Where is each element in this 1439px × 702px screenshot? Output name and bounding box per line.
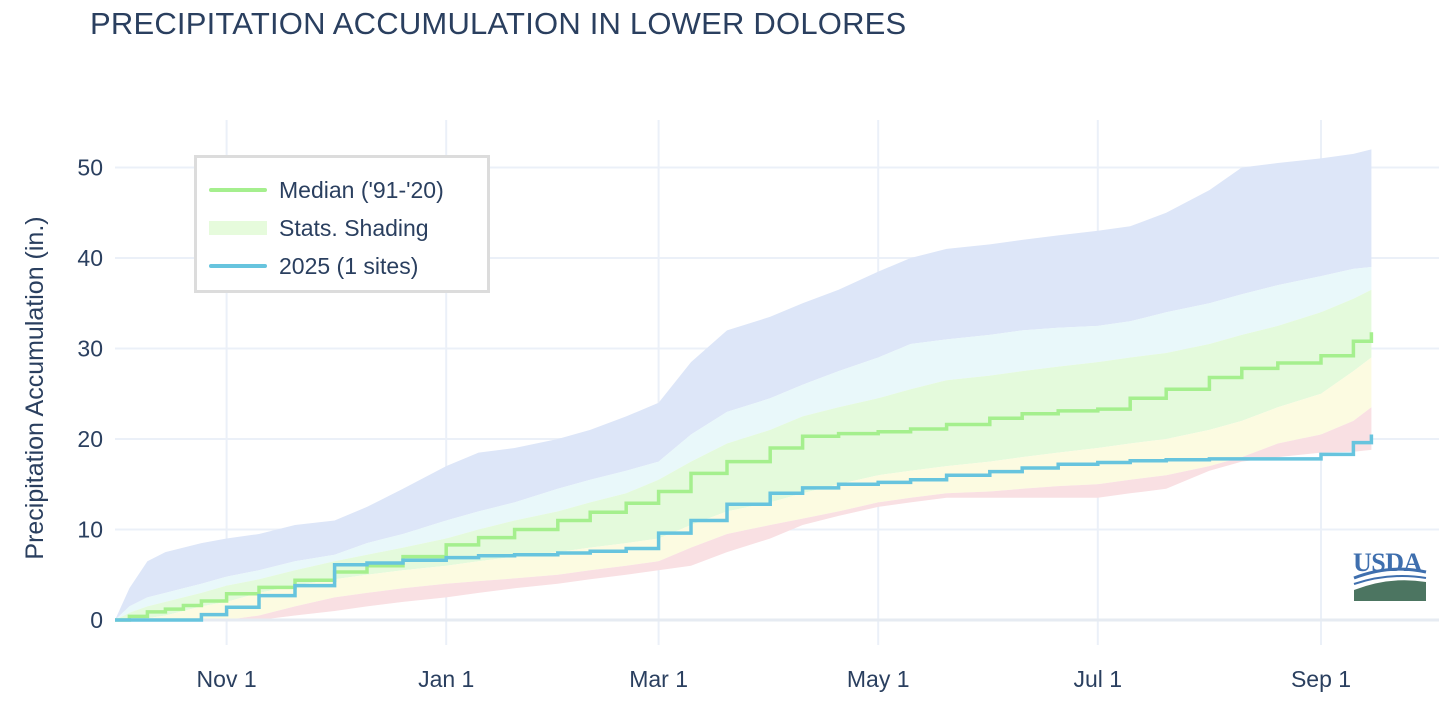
x-tick-label: Jul 1: [1074, 666, 1123, 692]
series-2025-line: [115, 434, 1374, 622]
legend-item-stats-shading[interactable]: Stats. Shading: [209, 213, 429, 243]
x-tick-labels: Nov 1 Jan 1 Mar 1 May 1 Jul 1 Sep 1: [197, 666, 1352, 692]
y-axis-title: Precipitation Accumulation (in.): [21, 216, 49, 559]
legend-swatch-2025: [209, 264, 267, 268]
x-tick-label: Nov 1: [197, 666, 257, 692]
y-tick-labels: 0 10 20 30 40 50: [77, 155, 103, 634]
x-tick-label: May 1: [847, 666, 910, 692]
legend-label-median: Median ('91-'20): [279, 176, 444, 203]
band-p90-p70: [115, 267, 1372, 620]
y-tick-label: 40: [77, 245, 103, 271]
y-tick-label: 10: [77, 517, 103, 543]
x-tick-label: Mar 1: [629, 666, 688, 692]
x-tick-label: Sep 1: [1291, 666, 1351, 692]
band-max-p90: [115, 149, 1372, 620]
legend-swatch-stats-shading: [209, 221, 267, 235]
stats-shading-bands: [115, 149, 1372, 620]
band-p70-p30: [115, 289, 1372, 620]
x-tick-label: Jan 1: [418, 666, 474, 692]
series-lines: [115, 332, 1439, 622]
y-tick-label: 0: [90, 607, 103, 633]
legend-item-2025[interactable]: 2025 (1 sites): [209, 251, 418, 281]
usda-logo: USDA: [1350, 548, 1430, 602]
chart-title: PRECIPITATION ACCUMULATION IN LOWER DOLO…: [90, 6, 907, 41]
median-line: [115, 332, 1374, 622]
legend-label-2025: 2025 (1 sites): [279, 252, 419, 279]
y-tick-label: 30: [77, 336, 103, 362]
legend[interactable]: Median ('91-'20) Stats. Shading 2025 (1 …: [194, 155, 490, 293]
legend-swatch-median: [209, 188, 267, 192]
y-tick-label: 20: [77, 426, 103, 452]
legend-item-median[interactable]: Median ('91-'20): [209, 175, 444, 205]
y-tick-label: 50: [77, 155, 103, 181]
legend-label-stats-shading: Stats. Shading: [279, 214, 429, 241]
